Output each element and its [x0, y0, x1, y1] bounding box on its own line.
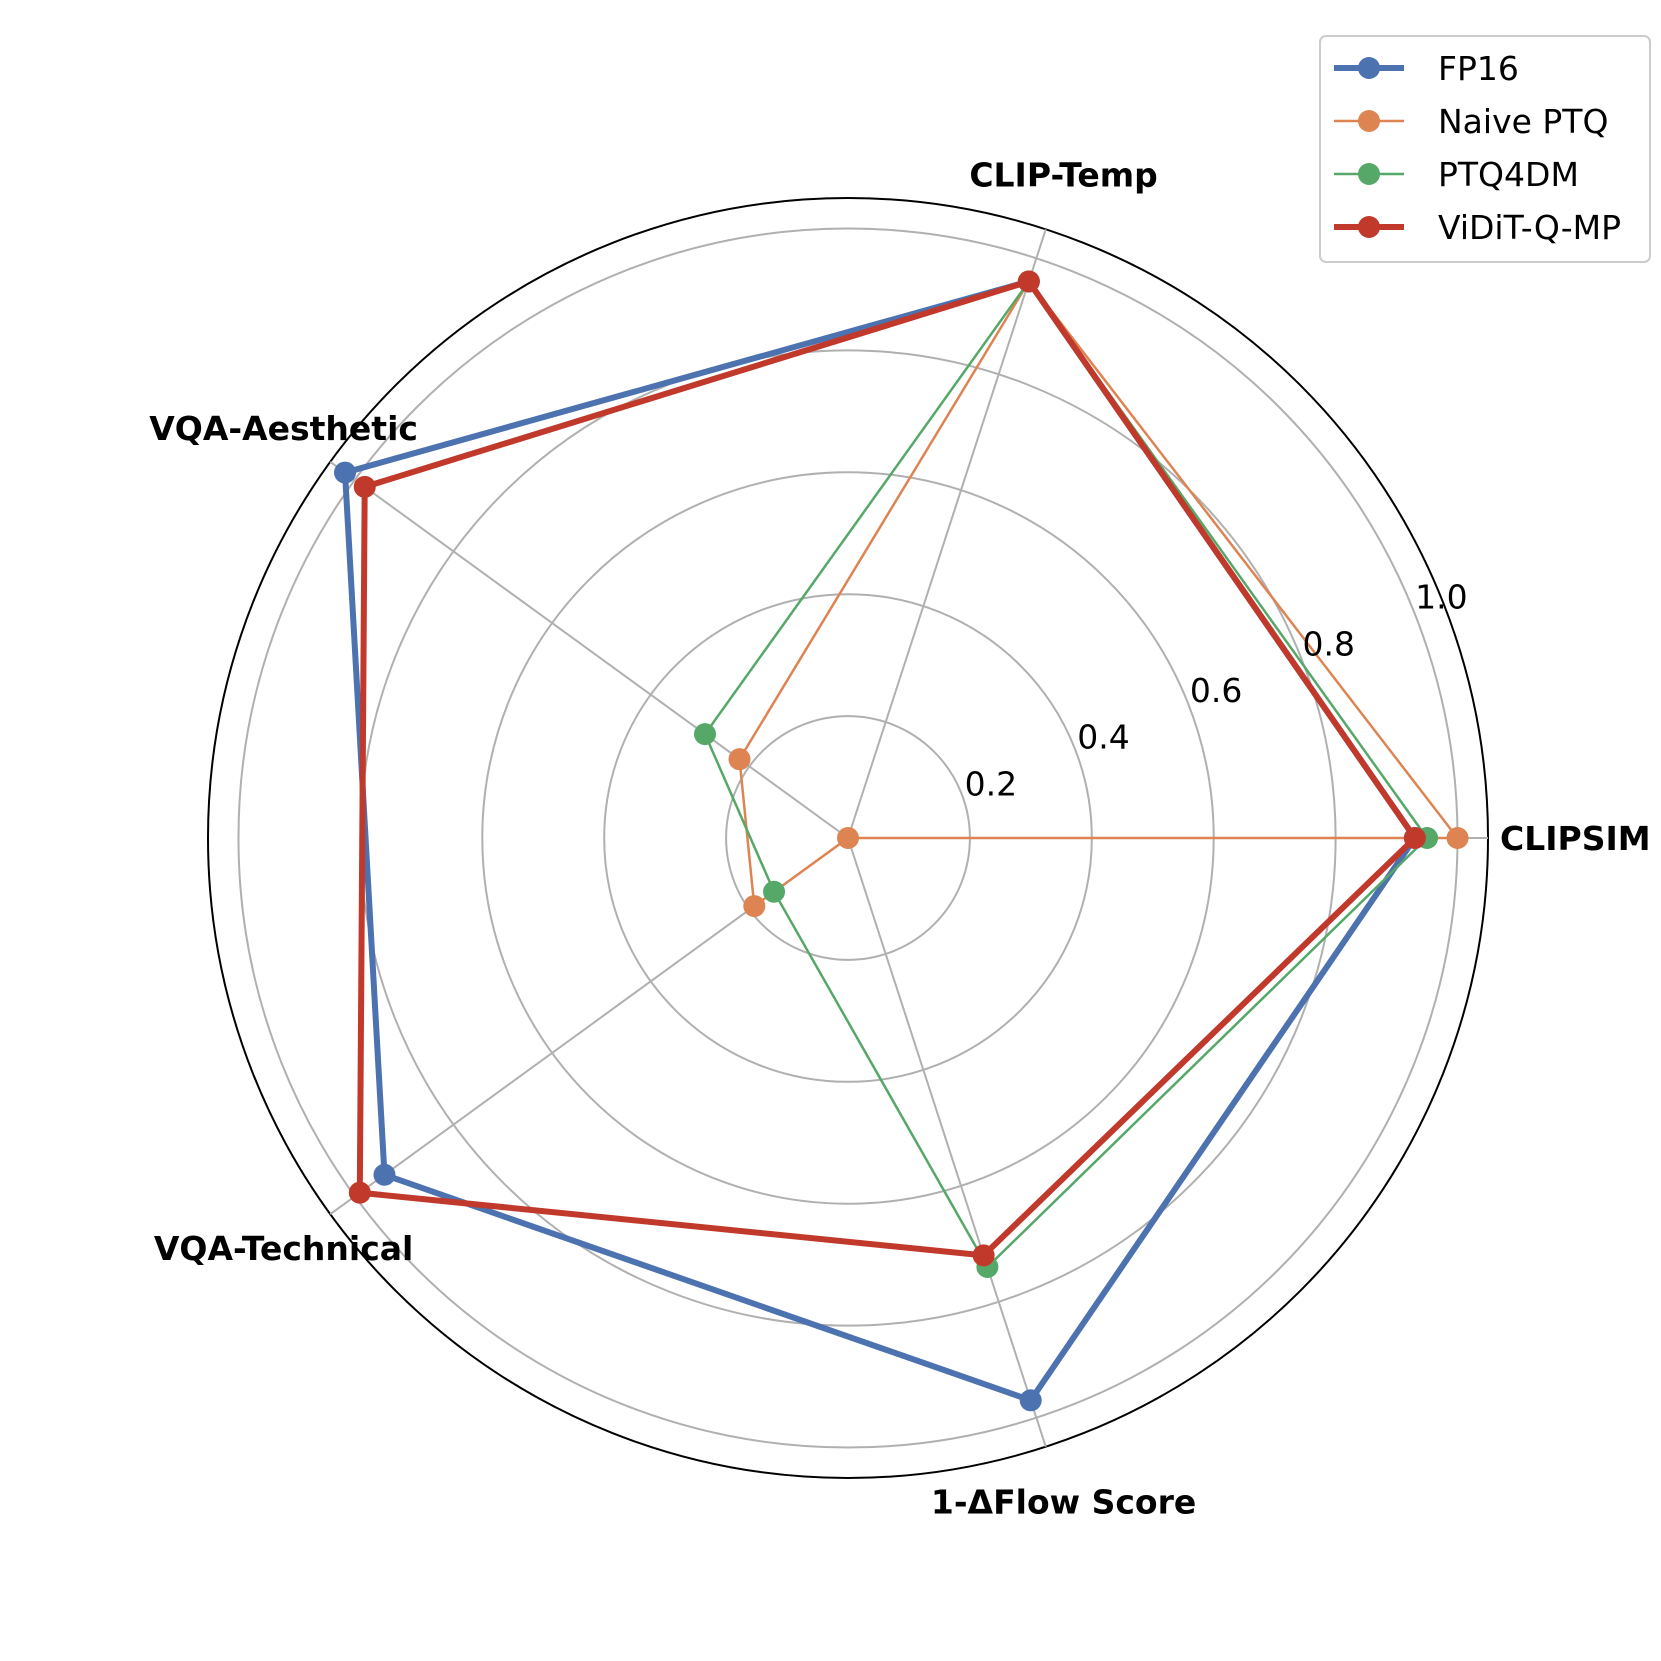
- legend-swatch-marker-2: [1358, 163, 1380, 185]
- legend: FP16 Naive PTQ PTQ4DM ViDiT-Q-MP: [1319, 35, 1651, 263]
- series-layer: [334, 270, 1469, 1412]
- legend-label-2: PTQ4DM: [1438, 155, 1579, 194]
- series-point-1-3: [743, 895, 766, 918]
- series-point-0-3: [373, 1163, 396, 1186]
- series-point-2-2: [693, 723, 716, 746]
- axis-label-0: CLIPSIM: [1500, 819, 1651, 858]
- legend-box: [1319, 35, 1651, 263]
- series-point-1-0: [1446, 827, 1469, 849]
- spoke-4: [847, 837, 1047, 1447]
- series-line-2: [703, 279, 1429, 1270]
- axis-label-4: 1-ΔFlow Score: [931, 1482, 1196, 1521]
- spoke-1: [847, 229, 1047, 839]
- legend-item-2: PTQ4DM: [1334, 155, 1579, 194]
- tick-label-1: 0.4: [1077, 718, 1129, 757]
- axis-label-3: VQA-Technical: [154, 1229, 414, 1268]
- tick-label-3: 0.8: [1303, 624, 1355, 663]
- legend-item-0: FP16: [1334, 49, 1519, 88]
- series-point-3-4: [972, 1244, 995, 1267]
- axis-label-1: CLIP-Temp: [969, 156, 1158, 195]
- legend-item-1: Naive PTQ: [1334, 102, 1608, 141]
- series-point-1-4: [837, 827, 859, 849]
- tick-label-2: 0.6: [1190, 671, 1242, 710]
- legend-swatch-marker-1: [1358, 110, 1380, 132]
- radial-ticks: 0.2 0.4 0.6 0.8 1.0: [965, 578, 1468, 804]
- series-point-0-2: [334, 461, 357, 484]
- series-point-3-2: [353, 475, 376, 498]
- legend-label-1: Naive PTQ: [1438, 102, 1608, 141]
- legend-swatch-marker-0: [1358, 57, 1380, 79]
- legend-item-3: ViDiT-Q-MP: [1334, 208, 1621, 247]
- tick-label-0: 0.2: [965, 764, 1017, 803]
- series-0: [334, 270, 1426, 1412]
- series-3: [348, 270, 1426, 1267]
- series-point-3-1: [1017, 270, 1040, 293]
- series-line-3: [356, 277, 1419, 1259]
- axis-label-2: VQA-Aesthetic: [149, 409, 418, 448]
- series-point-1-2: [728, 748, 751, 771]
- series-line-0: [341, 278, 1419, 1404]
- spoke-2: [329, 461, 849, 839]
- series-point-3-3: [348, 1181, 371, 1204]
- series-point-2-3: [763, 880, 786, 903]
- legend-swatch-marker-3: [1358, 216, 1380, 238]
- series-point-0-4: [1019, 1389, 1042, 1412]
- legend-label-0: FP16: [1438, 49, 1519, 88]
- series-point-3-0: [1403, 827, 1426, 849]
- tick-label-4: 1.0: [1415, 578, 1467, 617]
- series-1: [728, 270, 1469, 918]
- axis-labels: CLIPSIM CLIP-Temp VQA-Aesthetic VQA-Technic…: [149, 156, 1650, 1522]
- legend-label-3: ViDiT-Q-MP: [1438, 208, 1621, 247]
- series-2: [693, 270, 1439, 1278]
